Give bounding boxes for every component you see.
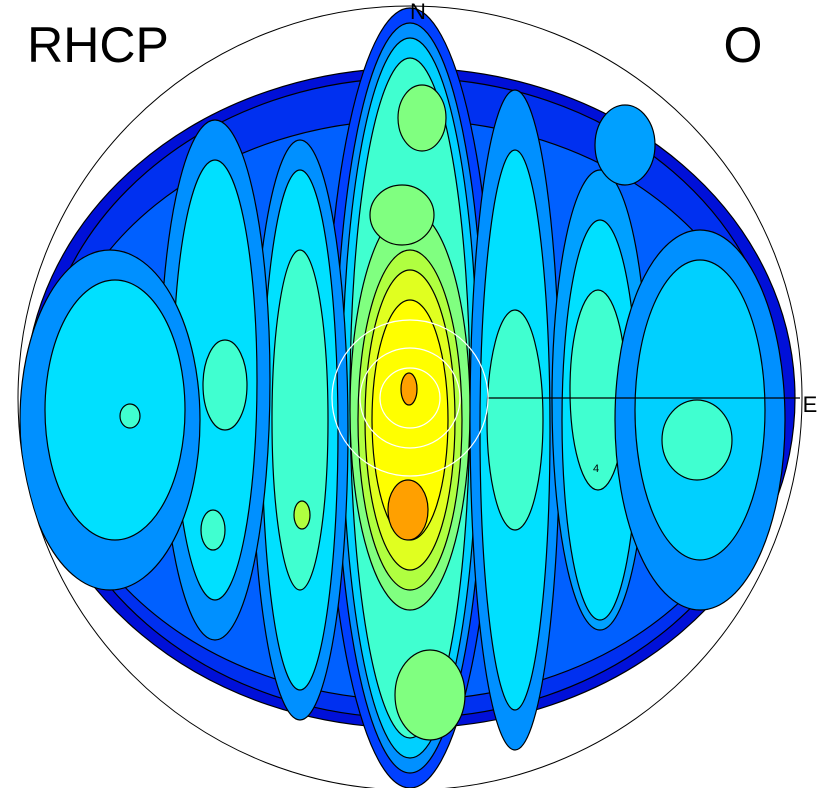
corner-label: O <box>724 17 763 73</box>
chart-title: RHCP <box>27 17 169 73</box>
contour-lobes <box>19 7 796 788</box>
contour-label: 4 <box>593 463 599 475</box>
horizon-circle <box>17 5 803 788</box>
north-label: N <box>410 0 426 24</box>
east-label: E <box>803 392 818 417</box>
